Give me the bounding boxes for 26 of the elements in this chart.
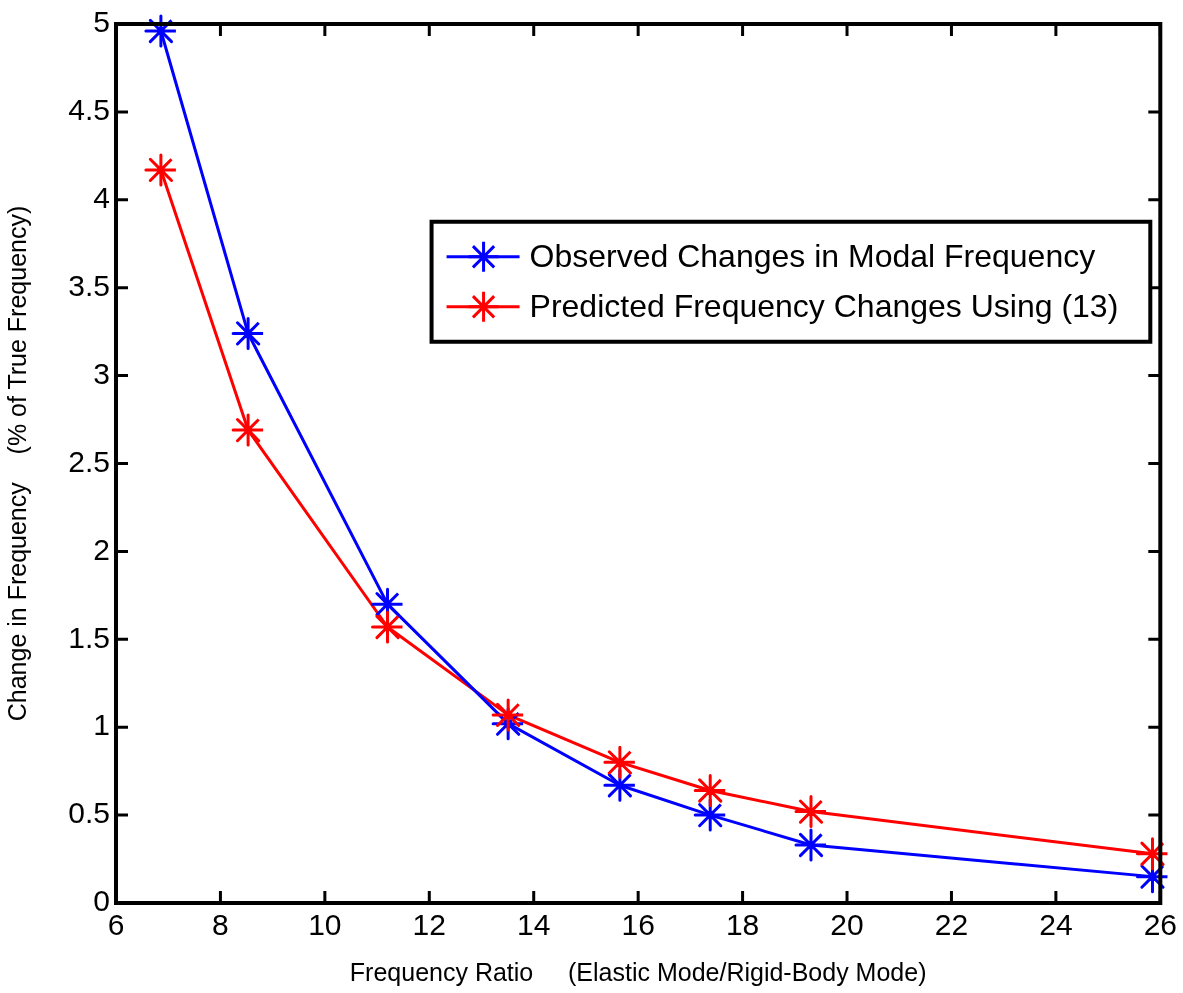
x-tick-label: 14 [517, 908, 551, 942]
x-tick-label: 18 [725, 908, 760, 942]
y-tick-label: 2 [93, 532, 110, 566]
x-tick-label: 12 [412, 908, 446, 942]
y-tick-label: 3.5 [68, 268, 110, 302]
y-tick-label: 4 [93, 181, 110, 215]
y-tick-label: 4.5 [68, 93, 110, 127]
y-tick-label: 5 [93, 5, 110, 39]
x-tick-label: 20 [830, 908, 864, 942]
y-tick-label: 1 [93, 708, 110, 742]
y-axis-title: Change in Frequency (% of True Frequency) [2, 205, 31, 722]
x-tick-label: 16 [621, 908, 655, 942]
x-tick-label: 24 [1039, 908, 1073, 942]
x-tick-label: 22 [934, 908, 969, 942]
x-tick-label: 6 [107, 908, 125, 942]
legend-label: Observed Changes in Modal Frequency [529, 237, 1096, 274]
legend-label: Predicted Frequency Changes Using (13) [529, 287, 1119, 324]
x-tick-label: 26 [1143, 908, 1177, 942]
y-tick-label: 0.5 [68, 796, 110, 830]
y-tick-label: 2.5 [68, 444, 110, 478]
x-axis-title: Frequency Ratio (Elastic Mode/Rigid-Body Mode) [349, 957, 927, 986]
x-tick-label: 10 [308, 908, 342, 942]
y-tick-label: 1.5 [68, 620, 110, 654]
y-tick-label: 0 [93, 884, 110, 918]
x-tick-label: 8 [212, 908, 229, 942]
y-tick-label: 3 [93, 356, 110, 390]
